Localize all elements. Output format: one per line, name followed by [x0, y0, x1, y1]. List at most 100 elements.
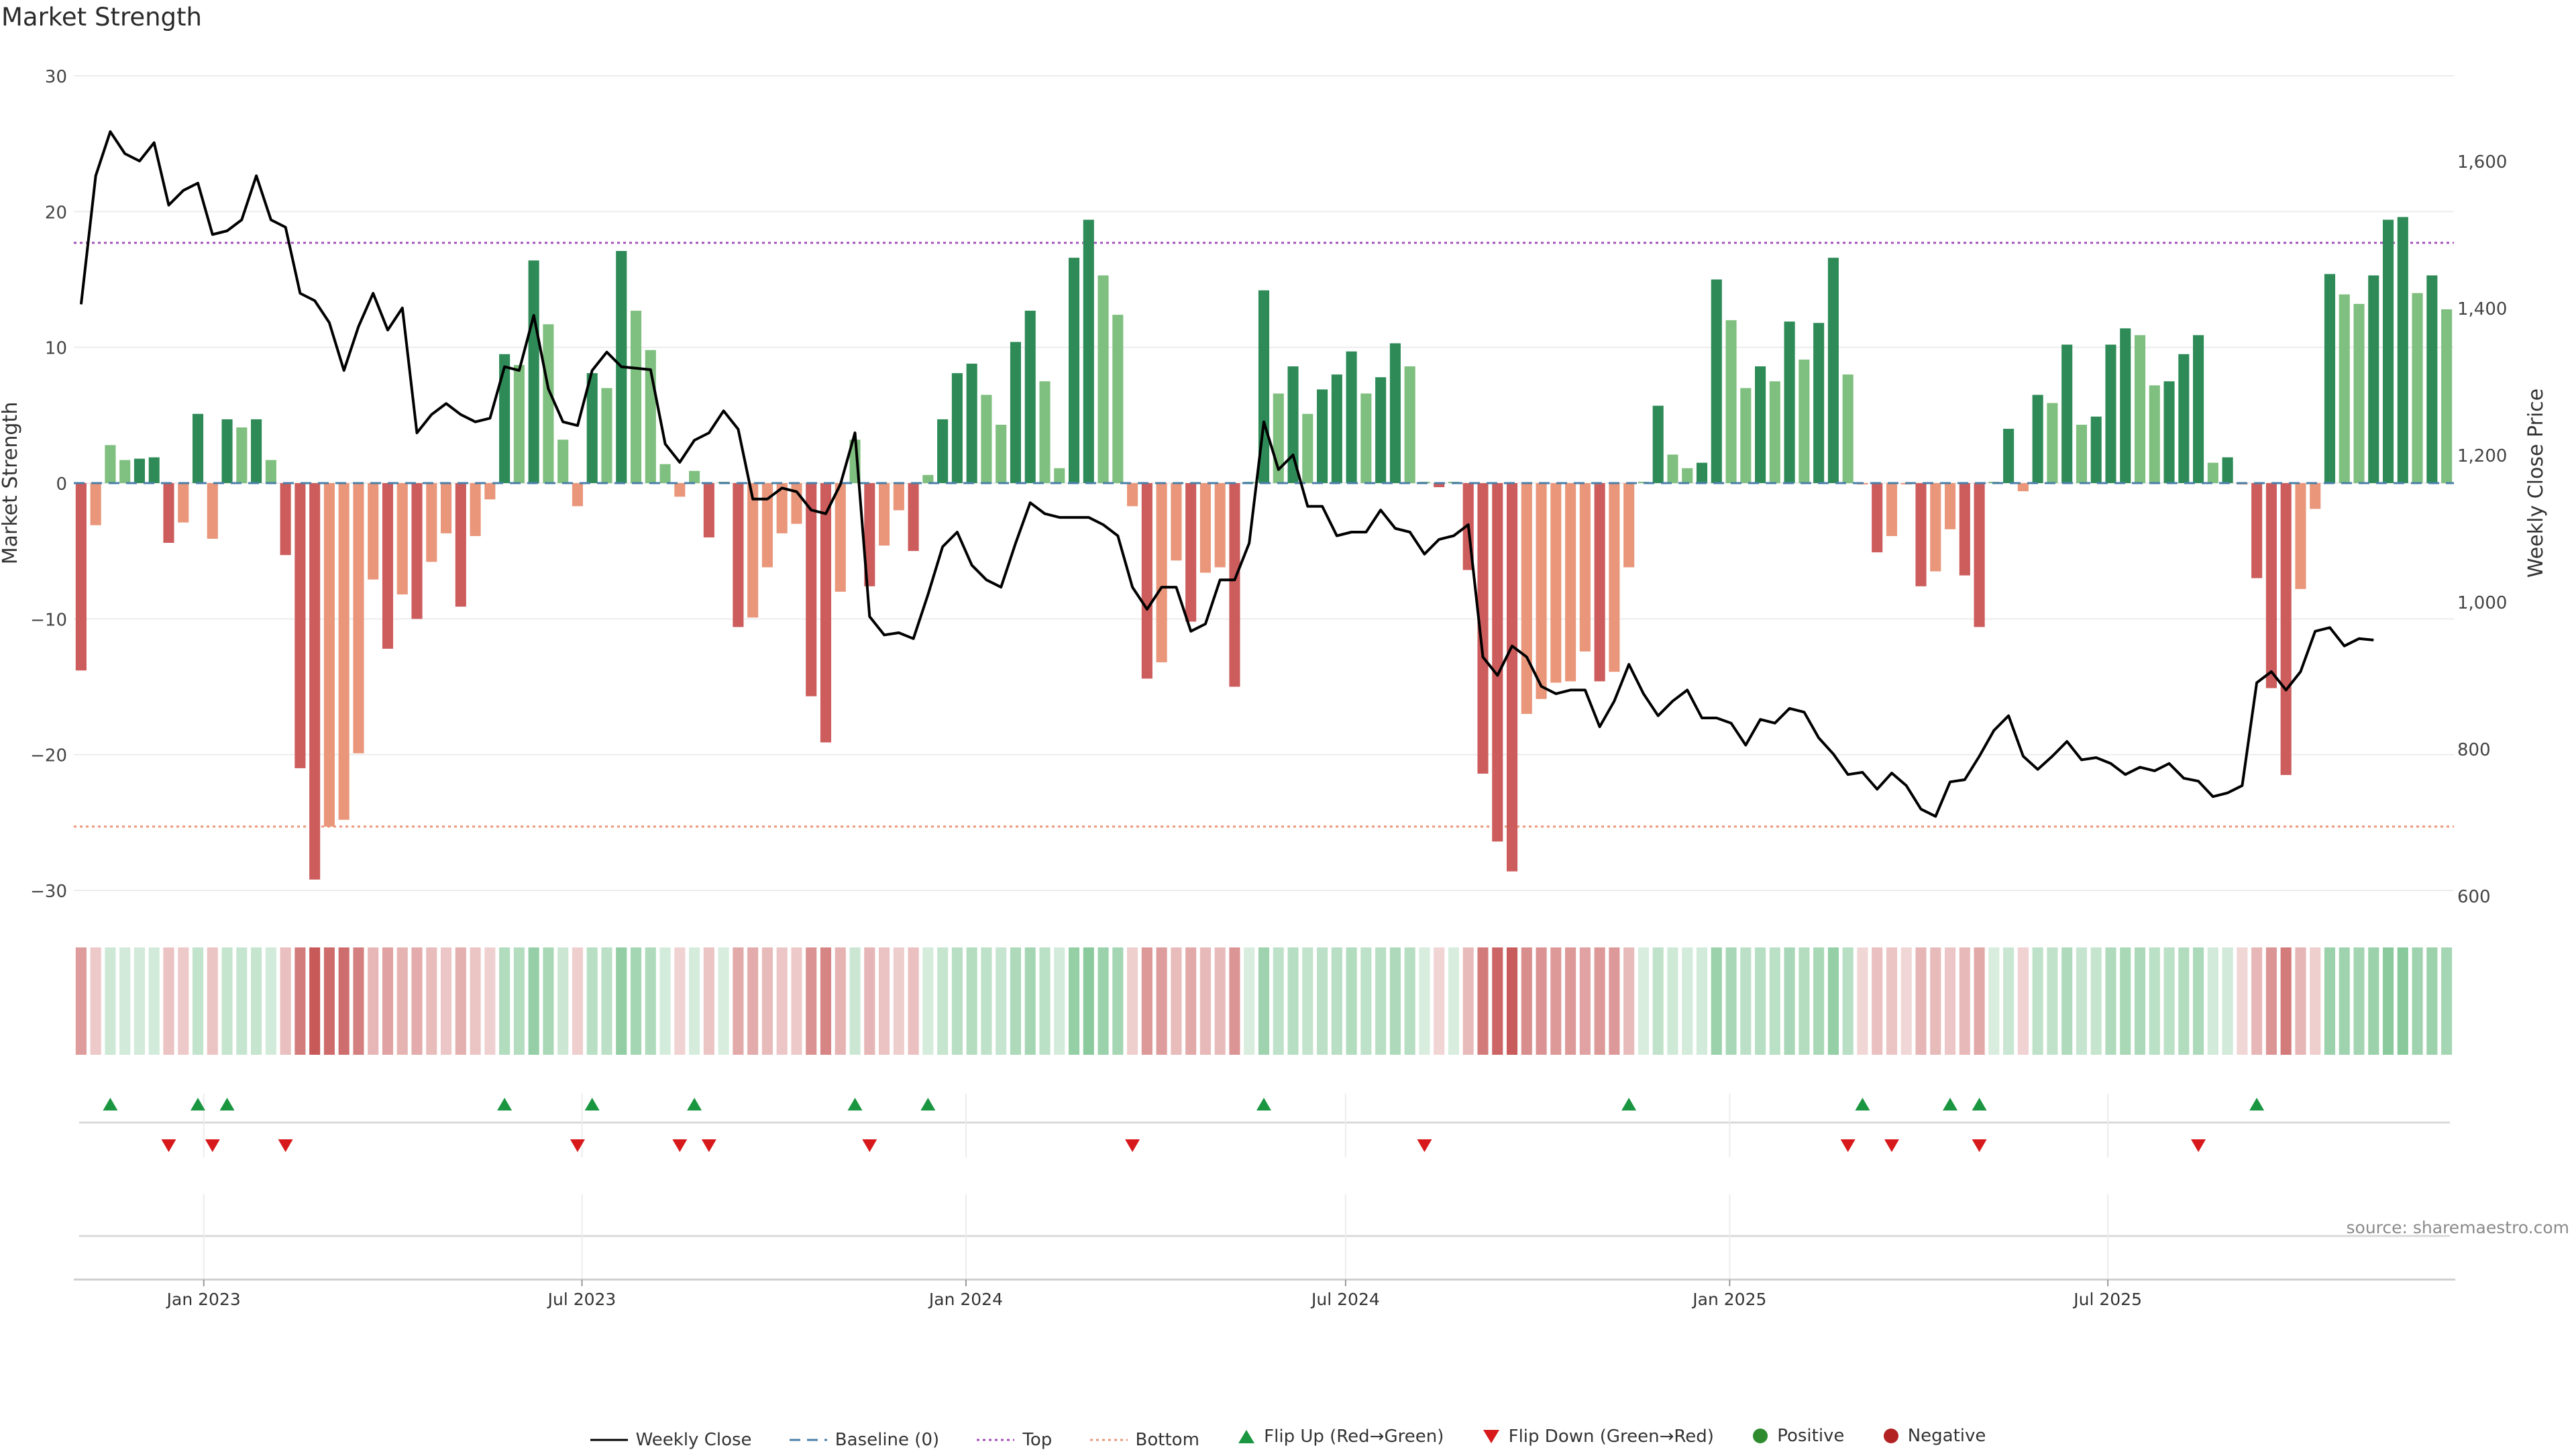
heat-strip-cell: [1827, 947, 1839, 1055]
y2-tick-label: 1,200: [2457, 446, 2507, 466]
heat-strip-cell: [309, 947, 321, 1055]
heat-strip-cell: [1536, 947, 1547, 1055]
chart-title: Market Strength: [1, 3, 202, 32]
strength-bar: [309, 483, 321, 880]
strength-bar: [1565, 483, 1576, 682]
heat-strip-cell: [1696, 947, 1708, 1055]
strength-bar: [368, 483, 379, 580]
strength-bar: [2090, 416, 2102, 483]
heat-strip-cell: [966, 947, 977, 1055]
strength-bar: [543, 324, 554, 483]
heat-strip-cell: [659, 947, 671, 1055]
strength-bar: [1813, 323, 1825, 483]
flip-up-marker: [497, 1098, 513, 1110]
strength-bar: [192, 413, 204, 483]
heat-strip-cell: [1959, 947, 1970, 1055]
heat-strip-cell: [689, 947, 700, 1055]
heat-strip-cell: [1725, 947, 1737, 1055]
strength-bar: [1696, 462, 1708, 483]
heat-strip-cell: [2222, 947, 2233, 1055]
strength-bar: [1156, 483, 1167, 663]
heat-strip-cell: [2207, 947, 2218, 1055]
strength-bar: [1682, 468, 1693, 483]
source-label: source: sharemaestro.com: [2346, 1218, 2570, 1237]
heat-strip-cell: [2368, 947, 2379, 1055]
strength-bar: [1755, 366, 1766, 483]
strength-bar: [513, 364, 525, 483]
heat-strip-cell: [1521, 947, 1532, 1055]
heat-strip-cell: [718, 947, 729, 1055]
y-tick-label: 0: [56, 474, 67, 495]
heat-strip-cell: [90, 947, 101, 1055]
x-tick-label: Jul 2023: [547, 1290, 616, 1309]
heat-strip-cell: [221, 947, 233, 1055]
heat-strip-cell: [1068, 947, 1080, 1055]
heat-strip-cell: [75, 947, 87, 1055]
strength-bar: [2426, 275, 2438, 483]
strength-bar: [1024, 311, 1036, 483]
heat-strip-cell: [1360, 947, 1372, 1055]
strength-bar: [922, 474, 934, 483]
strength-bar: [966, 363, 977, 483]
heat-strip-cell: [2032, 947, 2043, 1055]
flip-up-marker: [1972, 1098, 1987, 1110]
heat-strip-cell: [820, 947, 832, 1055]
flip-down-marker: [1417, 1139, 1432, 1152]
flip-down-marker: [1840, 1139, 1856, 1152]
strength-bar: [2163, 381, 2175, 483]
flip-up-marker: [584, 1098, 600, 1110]
heat-strip-cell: [1652, 947, 1664, 1055]
strength-bar: [820, 483, 832, 743]
heat-strip-cell: [1229, 947, 1240, 1055]
strength-bar: [703, 483, 714, 537]
strength-bar: [2207, 462, 2218, 483]
heat-strip-cell: [1579, 947, 1591, 1055]
heat-strip-cell: [1988, 947, 2000, 1055]
heat-strip-cell: [2193, 947, 2204, 1055]
heat-strip-cell: [133, 947, 146, 1055]
heat-strip-cell: [1784, 947, 1795, 1055]
strength-bar: [221, 419, 233, 483]
strength-bar: [1068, 258, 1080, 483]
strength-bar: [528, 260, 539, 483]
y2-tick-label: 1,000: [2457, 593, 2507, 613]
strength-bar: [470, 483, 481, 536]
flip-down-marker: [161, 1139, 176, 1152]
strength-bar: [207, 483, 218, 539]
y2-tick-label: 800: [2457, 740, 2491, 760]
heat-strip-cell: [441, 947, 452, 1055]
strength-bar: [2149, 385, 2160, 483]
strength-bar: [411, 483, 423, 619]
heat-strip-cell: [1900, 947, 1912, 1055]
strength-bar: [2061, 344, 2073, 483]
strength-bar: [1915, 483, 1927, 586]
strength-bar: [2105, 344, 2116, 483]
heat-strip-cell: [2017, 947, 2029, 1055]
heat-strip-cell: [1915, 947, 1927, 1055]
legend-positive-label: Positive: [1777, 1426, 1845, 1446]
strength-bar: [163, 483, 174, 543]
strength-bar: [2047, 403, 2058, 483]
flip-up-marker: [191, 1098, 206, 1110]
heat-strip-cell: [207, 947, 218, 1055]
strength-bar: [1127, 483, 1138, 507]
legend-bottom-label: Bottom: [1135, 1430, 1199, 1450]
heat-strip-cell: [2280, 947, 2292, 1055]
heat-strip-cell: [2251, 947, 2263, 1055]
strength-bar: [1799, 359, 1810, 483]
flip-down-marker: [2191, 1139, 2206, 1152]
heat-strip-cell: [1755, 947, 1766, 1055]
strength-bar: [1302, 413, 1313, 483]
heat-strip-cell: [747, 947, 759, 1055]
heat-strip-cell: [382, 947, 394, 1055]
strength-bar: [1097, 275, 1109, 483]
strength-bar: [1725, 320, 1737, 483]
strength-bar: [879, 483, 890, 546]
heat-strip-cell: [1054, 947, 1065, 1055]
heat-strip-cell: [1331, 947, 1342, 1055]
heat-strip-cell: [835, 947, 846, 1055]
heat-strip-cell: [908, 947, 919, 1055]
y2-axis-label: Weekly Close Price: [2524, 389, 2548, 578]
heat-strip-cell: [1448, 947, 1460, 1055]
heat-strip-cell: [2120, 947, 2131, 1055]
